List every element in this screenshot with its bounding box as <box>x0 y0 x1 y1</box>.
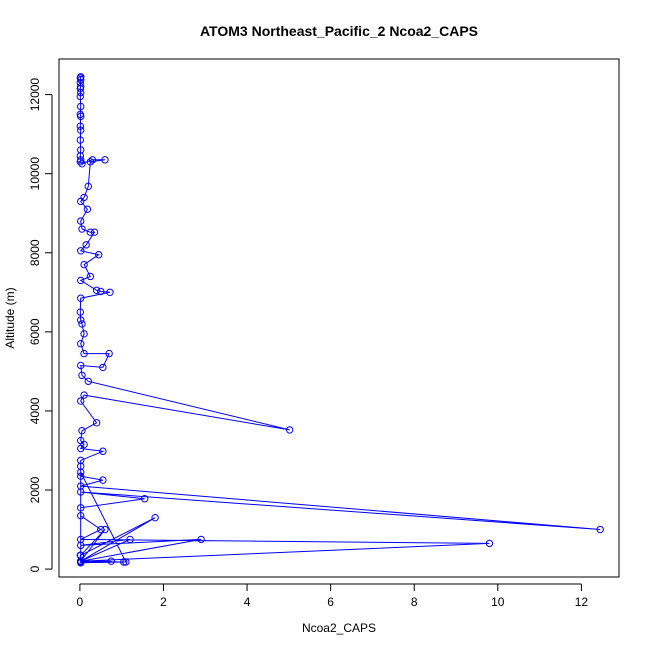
data-point <box>101 156 109 164</box>
data-point <box>88 156 97 164</box>
data-point <box>84 182 92 191</box>
data-point <box>596 525 604 534</box>
x-tick-label: 0 <box>77 595 84 609</box>
data-point <box>78 371 86 380</box>
x-axis-label: Ncoa2_CAPS <box>302 621 376 635</box>
data-point <box>99 447 107 455</box>
data-point <box>82 241 90 249</box>
data-point <box>77 397 85 405</box>
data-point <box>485 539 494 548</box>
data-point <box>76 122 85 130</box>
data-point <box>90 228 99 236</box>
y-axis: 0 2000 4000 6000 8000 10000 12000 <box>28 78 53 572</box>
x-tick-label: 6 <box>327 595 334 609</box>
data-point <box>77 340 85 348</box>
y-tick-label: 0 <box>28 565 42 572</box>
data-point <box>77 112 85 121</box>
y-axis-label: Altitude (m) <box>3 287 17 348</box>
data-point <box>76 84 85 93</box>
data-point <box>77 361 85 370</box>
data-point <box>77 541 85 550</box>
y-tick-label: 4000 <box>28 397 42 424</box>
x-axis: 0 2 4 6 8 10 12 <box>77 583 589 609</box>
data-point <box>78 225 86 233</box>
data-point <box>76 551 85 559</box>
data-point <box>80 260 88 269</box>
data-point <box>77 488 85 496</box>
data-point <box>151 513 159 522</box>
data-point <box>77 102 85 111</box>
data-point <box>77 512 85 520</box>
data-point <box>77 276 85 285</box>
series-layer <box>76 73 604 567</box>
data-point <box>95 251 103 259</box>
data-point <box>77 316 85 324</box>
data-point <box>77 559 85 567</box>
data-point <box>80 349 88 358</box>
data-point <box>78 320 86 328</box>
data-point <box>84 377 92 385</box>
data-point <box>77 75 85 84</box>
data-point <box>77 197 85 206</box>
data-point <box>76 136 85 144</box>
data-point <box>77 247 85 255</box>
data-point <box>77 294 85 302</box>
data-point <box>86 272 95 281</box>
data-point <box>80 391 88 399</box>
data-point <box>76 158 85 166</box>
data-point <box>140 495 149 503</box>
x-tick-label: 10 <box>491 595 505 609</box>
data-point <box>101 525 109 534</box>
data-point <box>77 444 85 453</box>
data-point <box>106 288 114 296</box>
data-point <box>285 426 294 434</box>
y-tick-label: 12000 <box>28 78 42 112</box>
y-tick-label: 2000 <box>28 476 42 503</box>
data-point <box>86 158 95 166</box>
data-point <box>97 525 105 534</box>
y-tick-label: 10000 <box>28 157 42 191</box>
x-tick-label: 4 <box>244 595 251 609</box>
chart-title: ATOM3 Northeast_Pacific_2 Ncoa2_CAPS <box>200 23 478 39</box>
data-point <box>105 349 113 358</box>
data-point <box>86 228 95 236</box>
data-point <box>80 330 88 338</box>
data-point <box>77 472 85 480</box>
data-point <box>99 476 107 484</box>
series-line <box>79 76 601 564</box>
y-tick-label: 8000 <box>28 239 42 266</box>
data-point <box>78 426 86 435</box>
data-point <box>197 535 205 544</box>
data-point <box>120 558 128 566</box>
data-point <box>97 287 105 296</box>
data-point <box>77 126 85 134</box>
data-point <box>92 419 101 427</box>
data-point <box>78 160 86 168</box>
data-point <box>77 217 85 225</box>
data-point <box>76 92 85 101</box>
x-tick-label: 12 <box>575 595 589 609</box>
data-point <box>107 557 115 565</box>
data-point <box>92 286 101 295</box>
data-point <box>77 88 85 97</box>
data-point <box>77 504 85 512</box>
plot-frame <box>58 58 620 578</box>
data-point <box>83 205 92 213</box>
data-point <box>99 363 107 372</box>
data-point <box>76 308 85 316</box>
data-point <box>122 558 130 566</box>
x-tick-label: 2 <box>160 595 167 609</box>
data-point <box>126 535 134 544</box>
y-tick-label: 6000 <box>28 318 42 345</box>
x-tick-label: 8 <box>411 595 418 609</box>
data-point <box>77 468 85 476</box>
